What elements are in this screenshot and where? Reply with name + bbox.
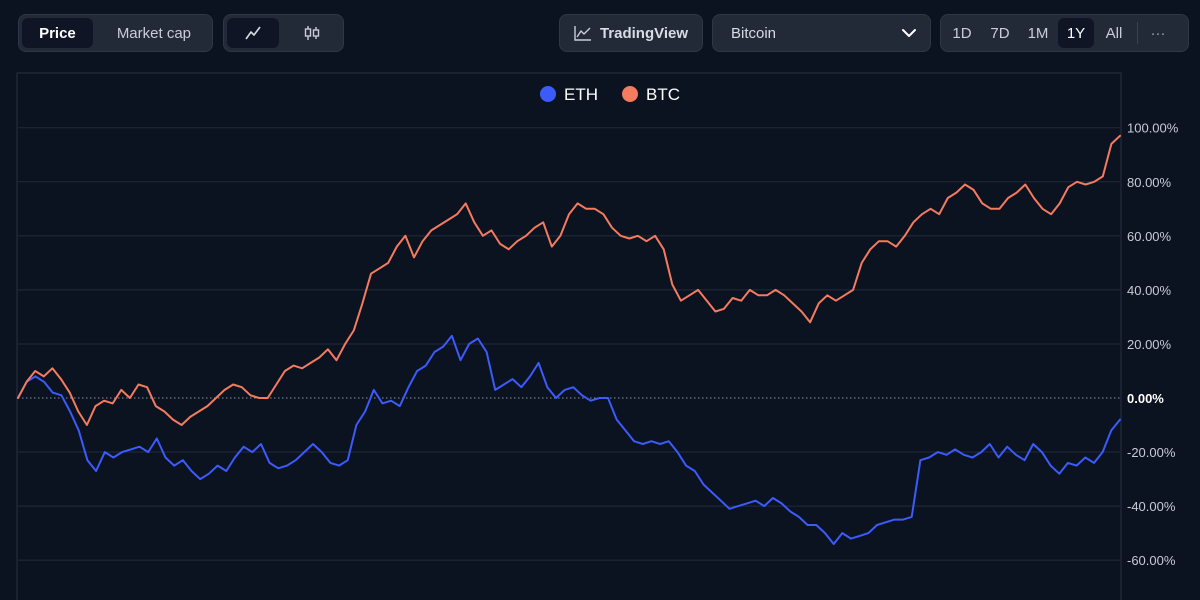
line-chart-icon [245, 26, 261, 40]
y-tick-label: 0.00% [1127, 391, 1164, 406]
legend-marker-eth [540, 86, 556, 102]
y-tick-label: 40.00% [1127, 283, 1172, 298]
series-line-eth [17, 334, 1121, 545]
y-tick-label: 100.00% [1127, 121, 1179, 136]
y-tick-label: -60.00% [1127, 553, 1176, 568]
metric-toggle: Price Market cap [18, 14, 213, 52]
coin-select-value: Bitcoin [731, 24, 777, 42]
range-1d[interactable]: 1D [952, 24, 972, 42]
plot-frame [16, 72, 1122, 600]
legend-marker-btc [622, 86, 638, 102]
line-chart-button[interactable] [227, 18, 279, 48]
market-cap-tab[interactable]: Market cap [116, 24, 192, 42]
range-1m[interactable]: 1M [1027, 24, 1049, 42]
range-7d[interactable]: 7D [990, 24, 1010, 42]
series-lines [17, 134, 1121, 545]
candlestick-icon [305, 26, 320, 40]
range-1y[interactable]: 1Y [1058, 18, 1094, 48]
grid [18, 127, 1120, 561]
range-divider [1137, 22, 1138, 44]
time-range-toggle: 1D 7D 1M 1Y All ··· [940, 14, 1189, 52]
y-tick-label: -40.00% [1127, 499, 1176, 514]
tradingview-button[interactable]: TradingView [559, 14, 703, 52]
y-axis-ticks: 100.00% 80.00% 60.00% 40.00% 20.00% 0.00% -20.… [1127, 121, 1179, 568]
tradingview-label: TradingView [599, 24, 689, 42]
price-tab[interactable]: Price [22, 18, 93, 48]
legend-label-eth: ETH [564, 85, 598, 104]
chart-type-toggle [223, 14, 344, 52]
chart-trend-icon [574, 26, 591, 41]
candlestick-chart-button[interactable] [285, 18, 340, 48]
range-all[interactable]: All [1105, 24, 1123, 42]
more-options-button[interactable]: ··· [1150, 24, 1166, 42]
legend-label-btc: BTC [646, 85, 680, 104]
legend: ETH BTC [540, 85, 680, 104]
chevron-down-icon [902, 29, 916, 37]
y-tick-label: 60.00% [1127, 229, 1172, 244]
series-line-btc [17, 134, 1121, 426]
y-tick-label: -20.00% [1127, 445, 1176, 460]
coin-select[interactable]: Bitcoin [712, 14, 931, 52]
y-tick-label: 80.00% [1127, 175, 1172, 190]
y-tick-label: 20.00% [1127, 337, 1172, 352]
